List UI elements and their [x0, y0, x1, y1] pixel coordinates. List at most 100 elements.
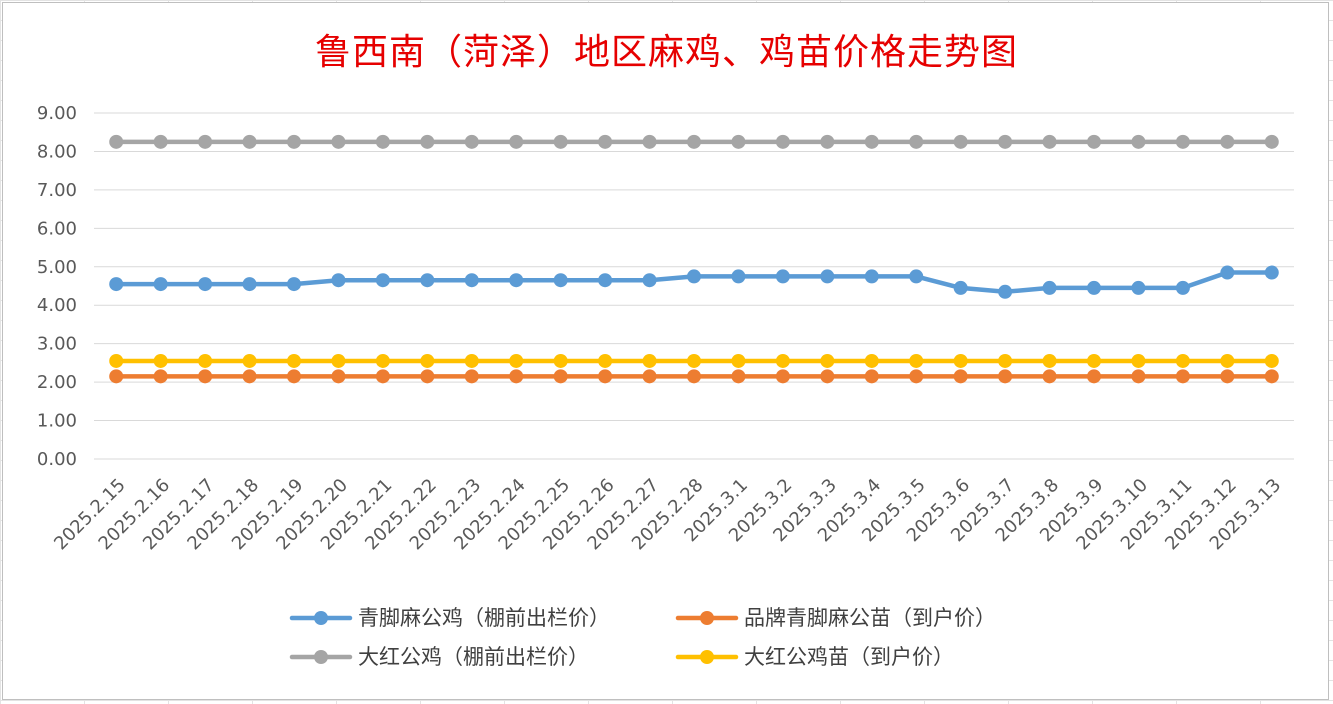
data-point	[864, 269, 879, 284]
data-point	[1087, 353, 1101, 368]
data-point	[820, 369, 835, 384]
data-point	[953, 134, 968, 149]
data-point	[1131, 369, 1146, 384]
data-point	[109, 134, 124, 149]
data-point	[553, 369, 568, 384]
data-point	[153, 369, 168, 384]
data-point	[1175, 369, 1190, 384]
data-point	[731, 353, 746, 368]
data-point	[509, 273, 524, 288]
data-point	[1264, 353, 1279, 368]
data-point	[464, 369, 479, 384]
data-point	[509, 369, 524, 384]
data-point	[864, 369, 879, 384]
data-point	[909, 134, 924, 149]
data-point	[1220, 265, 1235, 280]
data-point	[375, 273, 390, 288]
data-point	[642, 273, 657, 288]
data-point	[598, 369, 613, 384]
data-point	[331, 273, 346, 288]
data-point	[464, 273, 479, 288]
y-tick-label: 7.00	[37, 180, 77, 201]
data-point	[1087, 280, 1101, 295]
data-point	[864, 353, 879, 368]
data-point	[998, 284, 1013, 299]
data-point	[1087, 134, 1101, 149]
data-point	[1264, 369, 1279, 384]
data-point	[287, 134, 301, 149]
data-point	[731, 269, 746, 284]
data-point	[731, 369, 746, 384]
y-tick-label: 4.00	[37, 295, 77, 316]
data-point	[775, 369, 790, 384]
data-point	[687, 353, 701, 368]
data-point	[1175, 134, 1190, 149]
data-point	[1131, 280, 1146, 295]
data-point	[820, 353, 835, 368]
data-point	[1175, 353, 1190, 368]
data-point	[909, 269, 924, 284]
legend-label: 大红公鸡（棚前出栏价）	[358, 645, 589, 669]
data-point	[375, 353, 390, 368]
legend-label: 青脚麻公鸡（棚前出栏价）	[358, 606, 610, 630]
y-tick-label: 8.00	[37, 141, 77, 162]
data-point	[1264, 134, 1279, 149]
data-point	[287, 277, 301, 292]
data-point	[509, 134, 524, 149]
data-point	[642, 353, 657, 368]
data-point	[642, 134, 657, 149]
data-point	[820, 269, 835, 284]
data-point	[598, 353, 613, 368]
data-point	[153, 277, 168, 292]
data-point	[1131, 134, 1146, 149]
data-point	[687, 269, 701, 284]
y-tick-label: 2.00	[37, 372, 77, 393]
y-tick-label: 1.00	[37, 411, 77, 432]
data-point	[598, 134, 613, 149]
y-tick-label: 3.00	[37, 334, 77, 355]
y-tick-label: 6.00	[37, 218, 77, 239]
data-point	[109, 277, 124, 292]
data-point	[198, 353, 213, 368]
data-point	[198, 134, 213, 149]
data-point	[287, 353, 301, 368]
data-point	[998, 353, 1013, 368]
data-point	[287, 369, 301, 384]
data-point	[198, 277, 213, 292]
data-point	[1220, 353, 1235, 368]
data-point	[553, 353, 568, 368]
data-point	[242, 353, 257, 368]
data-point	[642, 369, 657, 384]
data-point	[1042, 134, 1057, 149]
data-point	[242, 369, 257, 384]
data-point	[553, 134, 568, 149]
data-point	[242, 134, 257, 149]
legend-marker	[314, 650, 328, 664]
data-point	[1131, 353, 1146, 368]
data-point	[598, 273, 613, 288]
data-point	[153, 134, 168, 149]
data-point	[998, 134, 1013, 149]
data-point	[242, 277, 257, 292]
data-point	[420, 134, 435, 149]
y-tick-label: 0.00	[37, 449, 77, 470]
data-point	[109, 353, 124, 368]
data-point	[331, 353, 346, 368]
data-point	[198, 369, 213, 384]
data-point	[375, 369, 390, 384]
data-point	[775, 269, 790, 284]
data-point	[1042, 280, 1057, 295]
data-point	[1175, 280, 1190, 295]
data-point	[1042, 369, 1057, 384]
data-point	[953, 353, 968, 368]
data-point	[464, 353, 479, 368]
legend-label: 品牌青脚麻公苗（到户价）	[744, 606, 996, 630]
chart-title: 鲁西南（菏泽）地区麻鸡、鸡苗价格走势图	[314, 32, 1018, 73]
data-point	[909, 369, 924, 384]
data-point	[687, 369, 701, 384]
data-point	[420, 353, 435, 368]
data-point	[820, 134, 835, 149]
legend-marker	[700, 611, 714, 625]
